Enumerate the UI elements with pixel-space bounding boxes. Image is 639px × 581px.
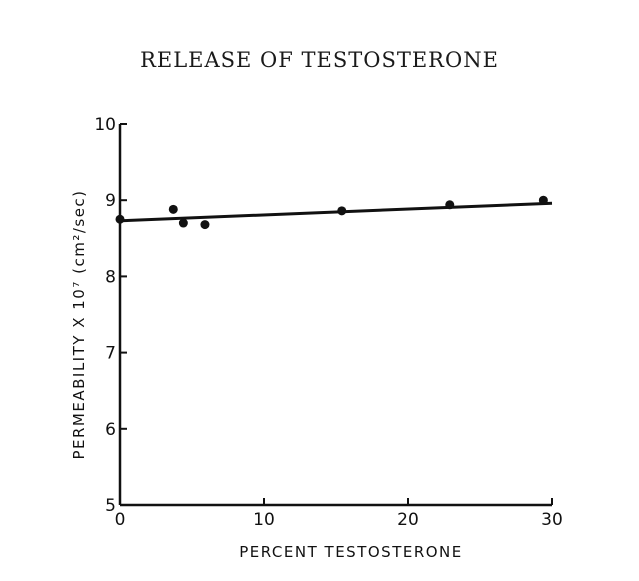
chart-title: RELEASE OF TESTOSTERONE <box>140 48 499 72</box>
x-tick-label: 30 <box>541 510 563 530</box>
ticks: 5 6 7 8 9 10 0 10 20 30 <box>94 115 562 530</box>
data-point <box>337 206 347 216</box>
y-tick-label: 9 <box>105 191 116 211</box>
data-point <box>445 200 455 210</box>
x-tick-label: 0 <box>115 510 126 530</box>
y-tick-label: 7 <box>105 344 116 364</box>
data-point <box>200 220 210 230</box>
data-point <box>538 195 548 205</box>
x-axis-title: PERCENT TESTOSTERONE <box>239 543 463 561</box>
y-tick-label: 6 <box>105 420 116 440</box>
y-tick-label: 8 <box>105 267 116 287</box>
axes <box>118 124 552 507</box>
fit-line <box>119 201 553 223</box>
data-point <box>115 214 125 224</box>
y-tick-label: 5 <box>105 496 116 516</box>
data-points <box>115 195 548 230</box>
x-tick-label: 10 <box>253 510 275 530</box>
y-tick-label: 10 <box>94 115 116 135</box>
data-point <box>178 218 188 228</box>
y-axis-title: PERMEABILITY X 10⁷ (cm²/sec) <box>70 189 88 459</box>
fit-line-group <box>119 201 553 223</box>
data-point <box>168 204 178 214</box>
x-tick-label: 20 <box>397 510 419 530</box>
